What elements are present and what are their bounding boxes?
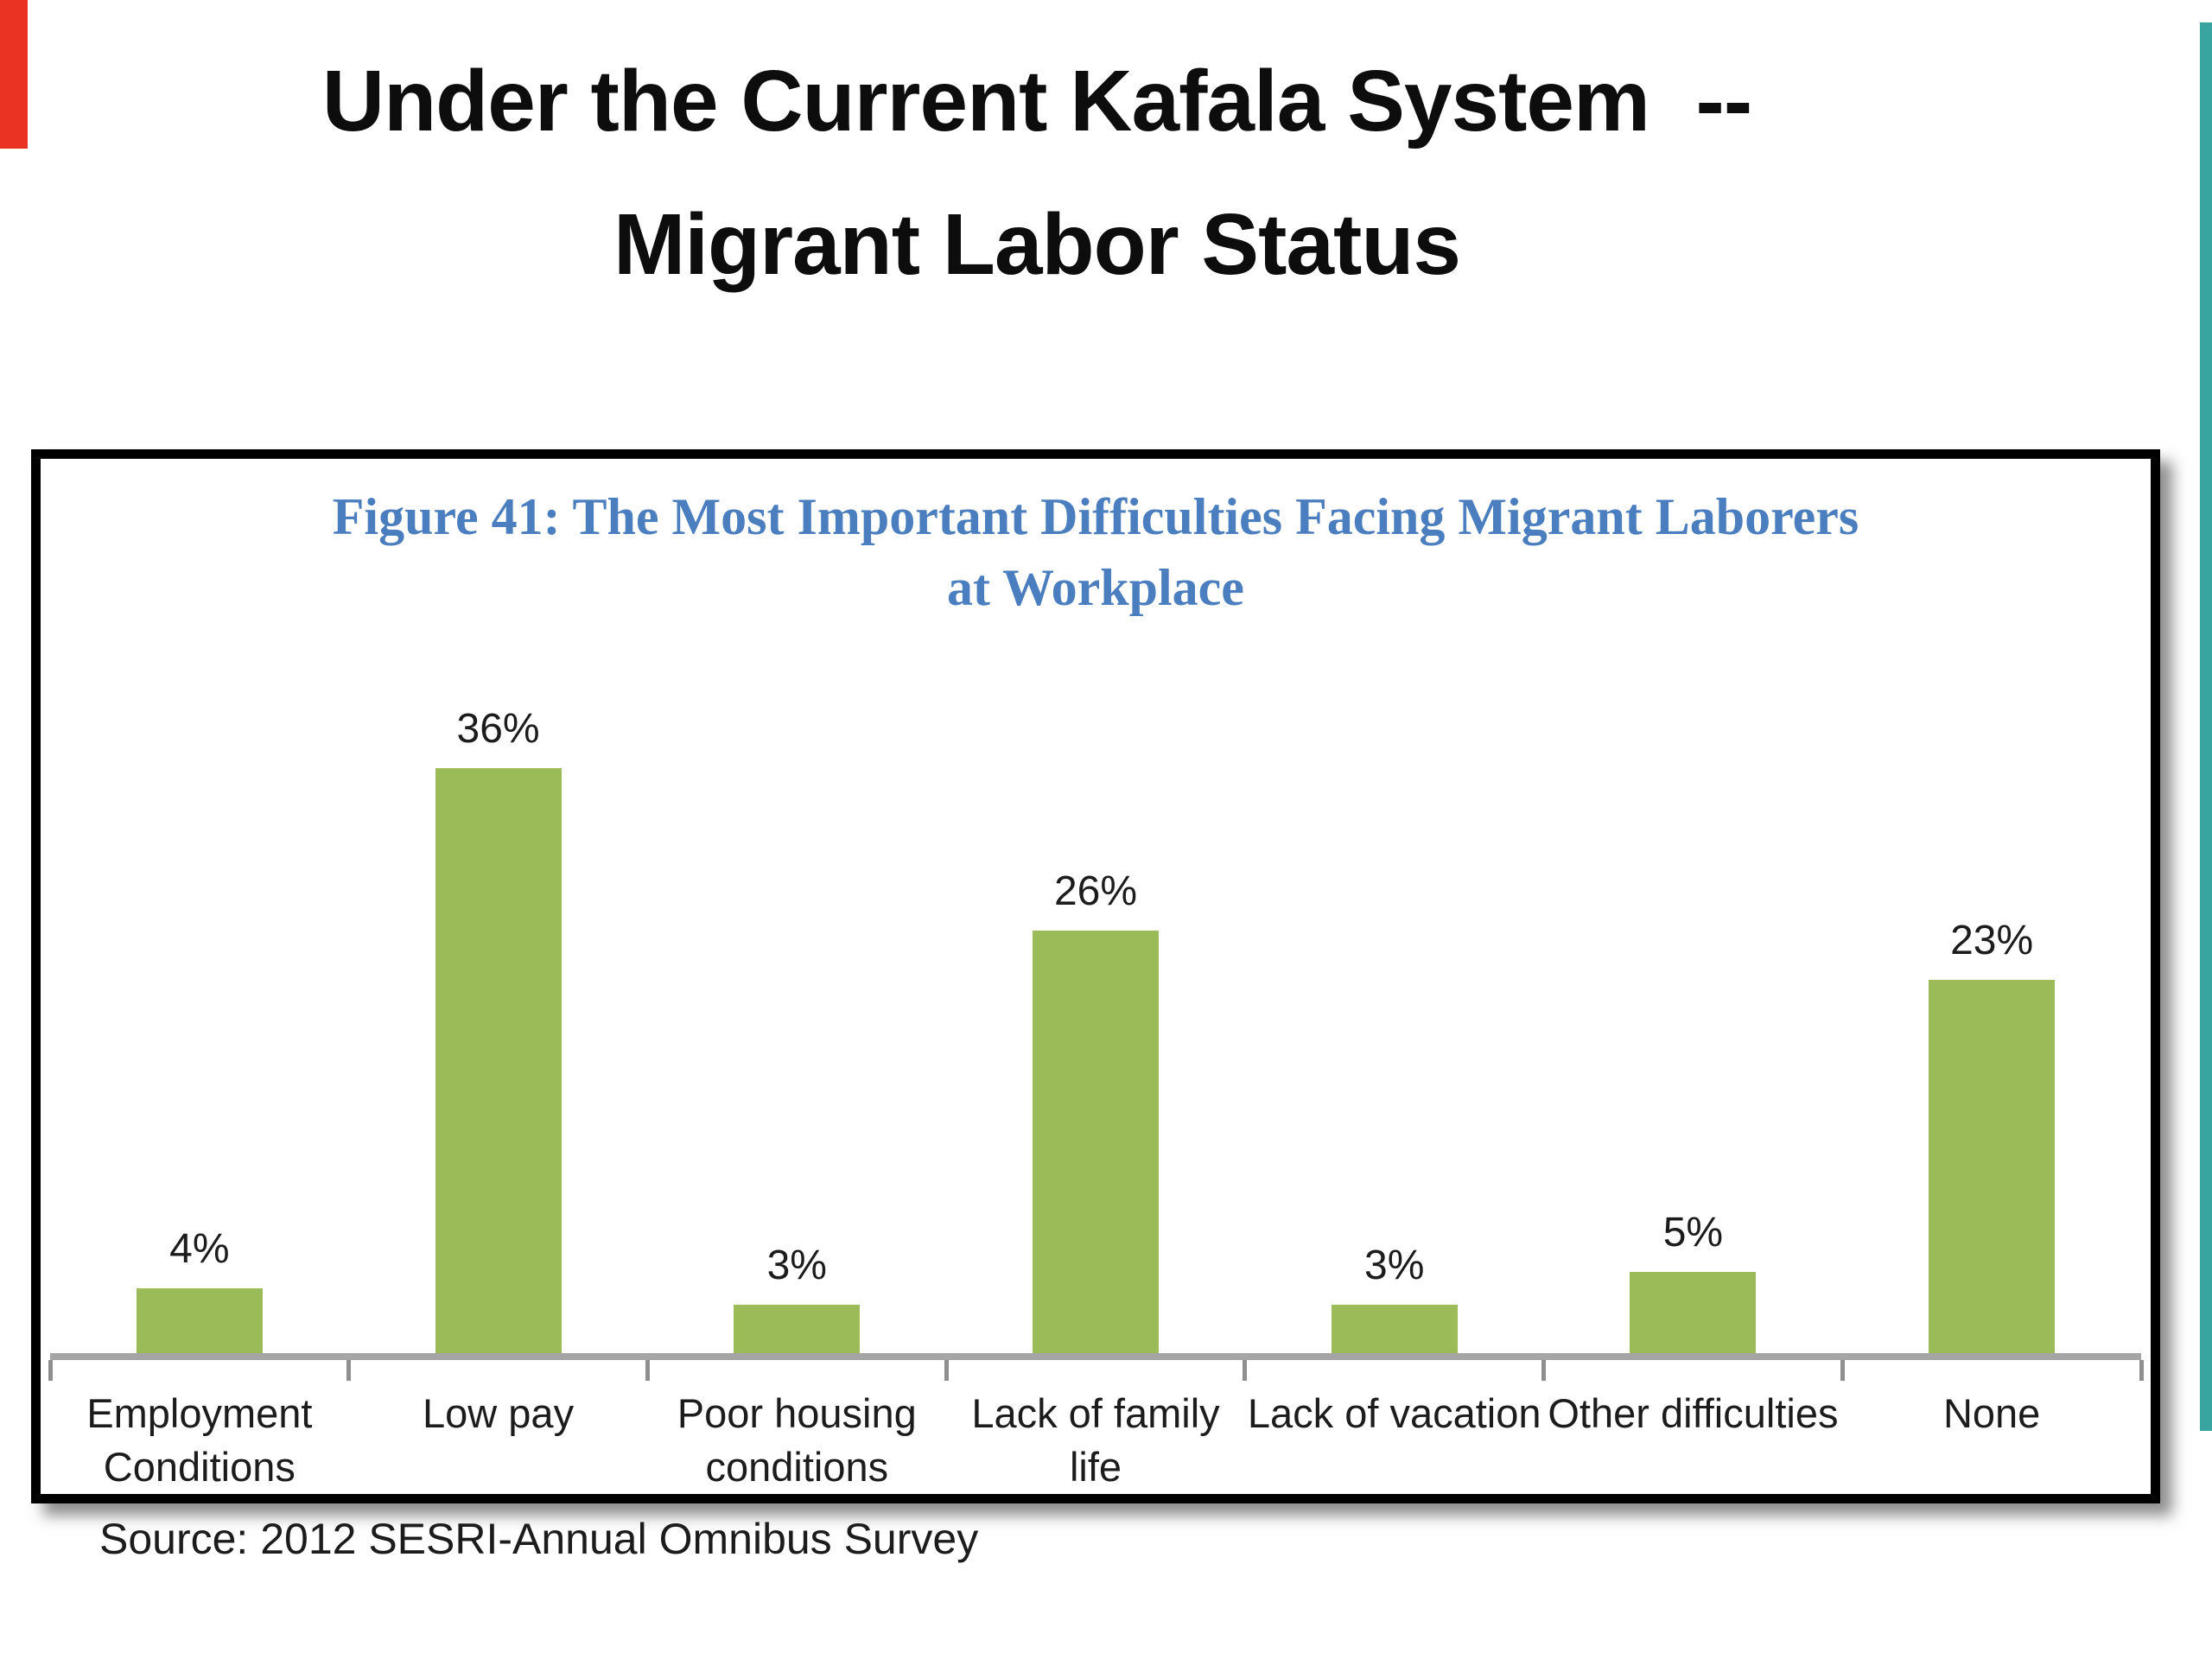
bar-column: 26% <box>946 459 1245 1353</box>
bar <box>1929 979 2056 1353</box>
figure-title: Figure 41: The Most Important Difficulti… <box>41 481 2151 623</box>
x-axis-tick <box>944 1360 949 1381</box>
x-axis-tick <box>1840 1360 1845 1381</box>
category-label: Lack of family life <box>971 1390 1220 1490</box>
bar-value-label: 26% <box>1053 868 1138 915</box>
bar-value-label: 4% <box>169 1225 230 1272</box>
bar-column: 36% <box>349 459 648 1353</box>
bar-column: 23% <box>1842 459 2141 1353</box>
slide-title-line2: Migrant Labor Status <box>613 196 1461 293</box>
category-label: Poor housing conditions <box>677 1390 917 1490</box>
bar-value-label: 36% <box>456 706 540 753</box>
bar-value-label: 23% <box>1950 917 2034 963</box>
bar-column: 4% <box>50 459 349 1353</box>
category-label: None <box>1942 1390 2041 1436</box>
figure-panel: Figure 41: The Most Important Difficulti… <box>31 449 2160 1503</box>
category-label: Employment Conditions <box>86 1390 313 1490</box>
x-axis-tick <box>1541 1360 1547 1381</box>
category-label: Other difficulties <box>1548 1390 1839 1436</box>
slide-title: Under the Current Kafala System -- Migra… <box>0 29 2074 316</box>
bar-value-label: 5% <box>1662 1210 1724 1255</box>
bar <box>734 1304 861 1353</box>
bar-chart-plot-area: 4% 36% 3% 26% 3% 5% 23% <box>50 459 2141 1353</box>
slide-title-line1: Under the Current Kafala System -- <box>321 53 1752 149</box>
bar <box>435 768 562 1353</box>
figure-title-line1: Figure 41: The Most Important Difficulti… <box>332 488 1859 545</box>
right-scrollbar[interactable] <box>2200 22 2212 1431</box>
category-label: Low pay <box>423 1390 575 1436</box>
x-axis-tick <box>346 1360 352 1381</box>
bar-value-label: 3% <box>766 1242 827 1288</box>
source-note: Source: 2012 SESRI-Annual Omnibus Survey <box>99 1515 979 1563</box>
bar-column: 3% <box>647 459 946 1353</box>
bar <box>1630 1272 1757 1353</box>
figure-title-line2: at Workplace <box>947 559 1244 616</box>
x-axis-tick <box>48 1360 53 1381</box>
bar <box>136 1287 263 1353</box>
bar <box>1331 1304 1458 1353</box>
bar-column: 3% <box>1245 459 1544 1353</box>
red-corner-marker <box>0 0 28 149</box>
bar <box>1032 931 1159 1353</box>
x-axis-tick <box>2139 1360 2144 1381</box>
category-label: Lack of vacation <box>1247 1390 1541 1436</box>
x-axis-tick <box>645 1360 650 1381</box>
bar-column: 5% <box>1544 459 1843 1353</box>
bar-value-label: 3% <box>1364 1242 1425 1288</box>
x-axis-line <box>50 1353 2141 1360</box>
x-axis-tick <box>1243 1360 1248 1381</box>
